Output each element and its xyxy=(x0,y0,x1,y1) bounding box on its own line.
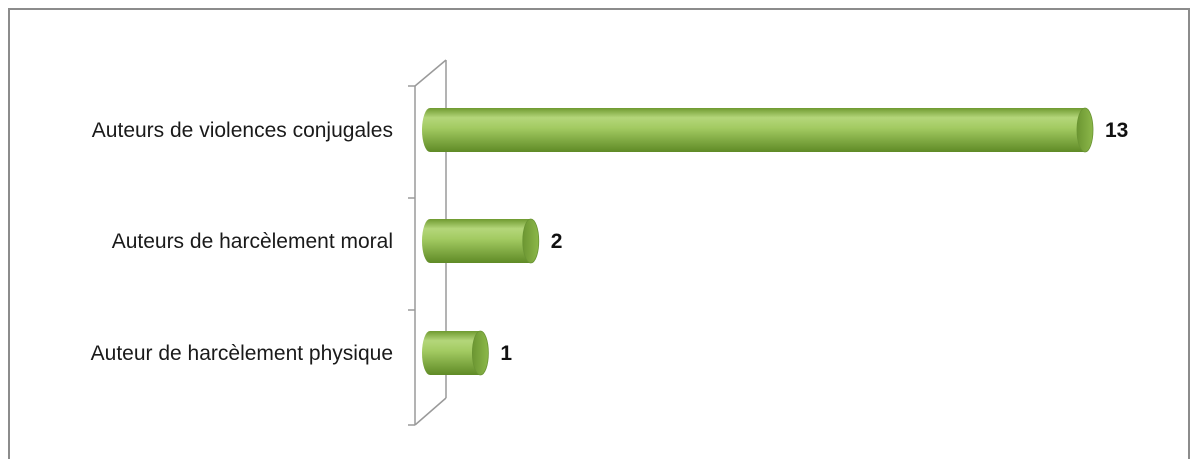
bar-end-cap xyxy=(1076,107,1094,153)
data-label: 13 xyxy=(1105,119,1128,142)
chart-frame xyxy=(8,8,1190,459)
category-label: Auteurs de harcèlement moral xyxy=(112,230,393,253)
data-label: 1 xyxy=(500,342,512,365)
bar-end-cap xyxy=(522,218,540,264)
bar-body xyxy=(430,219,531,263)
bar-3 xyxy=(422,330,489,376)
bar-end-cap xyxy=(471,330,489,376)
axis-top-edge xyxy=(414,59,447,87)
bar-2 xyxy=(422,218,540,264)
axis-bottom-edge xyxy=(414,397,447,426)
category-label: Auteurs de violences conjugales xyxy=(92,119,393,142)
data-label: 2 xyxy=(551,230,563,253)
labels: Auteurs de violences conjugales 13 Auteurs… xyxy=(91,119,1129,365)
bar-body xyxy=(430,108,1085,152)
bar-1 xyxy=(422,107,1094,153)
category-label: Auteur de harcèlement physique xyxy=(91,342,393,365)
bars xyxy=(422,107,1094,376)
